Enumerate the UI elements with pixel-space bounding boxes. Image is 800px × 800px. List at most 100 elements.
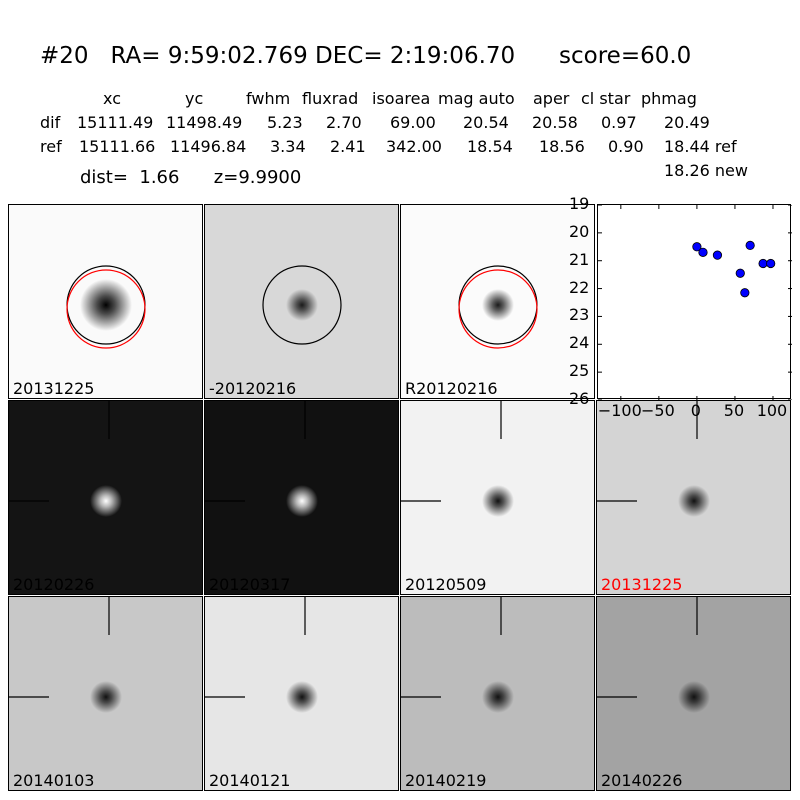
col-header-isoarea: isoarea: [372, 89, 431, 108]
source-blob: [286, 289, 318, 321]
y-tick-label: 26: [569, 389, 590, 408]
table-cell: 11498.49: [166, 113, 243, 132]
source-blob: [678, 485, 710, 517]
data-point: [692, 242, 702, 252]
col-header-yc: yc: [185, 89, 204, 108]
table-cell: 20.54: [463, 113, 509, 132]
new-phmag: 18.26 new: [664, 161, 748, 180]
table-cell: 342.00: [386, 137, 442, 156]
x-tick-label: −100: [597, 401, 642, 420]
table-cell: 2.70: [326, 113, 362, 132]
data-point: [735, 268, 745, 278]
y-tick-label: 19: [569, 194, 590, 213]
source-blob: [80, 279, 132, 331]
reference-circle: [458, 269, 538, 349]
reference-circle: [66, 269, 146, 349]
thumbnail-panel: -20120216: [204, 204, 399, 399]
panel-date-label: 20140103: [13, 771, 95, 790]
thumbnail-image: [401, 401, 514, 517]
data-point: [740, 288, 750, 298]
table-cell: 2.41: [330, 137, 366, 156]
thumbnail-image: [401, 597, 514, 713]
thumbnail-image: [205, 597, 318, 713]
source-blob: [482, 681, 514, 713]
table-cell: 18.44 ref: [664, 137, 737, 156]
source-blob: [482, 289, 514, 321]
table-cell: 69.00: [390, 113, 436, 132]
panel-date-label: 20140219: [405, 771, 487, 790]
table-cell: 11496.84: [170, 137, 247, 156]
y-tick-label: 20: [569, 221, 590, 241]
thumbnail-panel: 20140226: [596, 596, 791, 791]
y-tick-label: 21: [569, 249, 590, 269]
x-tick-label: 0: [690, 401, 701, 420]
thumbnail-panel: 20140219: [400, 596, 595, 791]
row-label: ref: [40, 137, 62, 156]
thumbnail-panel: 20120509: [400, 400, 595, 595]
x-tick-label: 100: [756, 401, 788, 420]
table-cell: 20.49: [664, 113, 710, 132]
thumbnail-image: [262, 265, 342, 345]
col-header-fwhm: fwhm: [246, 89, 291, 108]
thumbnail-image: [66, 265, 146, 349]
magnitude-scatter-plot: [597, 204, 792, 401]
col-header-fluxrad: fluxrad: [302, 89, 359, 108]
data-point: [698, 247, 708, 257]
dist-z-line: dist= 1.66 z=9.9900: [80, 167, 302, 188]
panel-date-label: 20120509: [405, 575, 487, 594]
table-cell: 18.56: [539, 137, 585, 156]
source-blob: [90, 681, 122, 713]
panel-date-label: R20120216: [405, 379, 498, 398]
col-header-xc: xc: [103, 89, 121, 108]
panel-date-label: -20120216: [209, 379, 297, 398]
y-tick-label: 24: [569, 333, 590, 353]
data-point: [766, 258, 776, 269]
thumbnail-panel: 20140121: [204, 596, 399, 791]
y-tick-label: 22: [569, 277, 590, 297]
col-header-phmag: phmag: [641, 89, 697, 108]
data-point: [745, 240, 755, 250]
panel-date-label: 20140121: [209, 771, 291, 790]
table-cell: 0.90: [608, 137, 644, 156]
scatter-plot-canvas: [598, 204, 792, 401]
thumbnail-panel: 20120317: [204, 400, 399, 595]
thumbnail-panel: 20131225: [596, 400, 791, 595]
thumbnail-image: [597, 597, 710, 713]
source-blob: [90, 485, 122, 517]
table-cell: 20.58: [532, 113, 578, 132]
source-blob: [286, 681, 318, 713]
y-tick-label: 23: [569, 305, 590, 325]
thumbnail-image: [9, 597, 122, 713]
table-cell: 5.23: [267, 113, 303, 132]
panel-date-label: 20131225: [601, 575, 683, 594]
panel-date-label: 20131225: [13, 379, 95, 398]
source-blob: [482, 485, 514, 517]
page-title: #20 RA= 9:59:02.769 DEC= 2:19:06.70 scor…: [40, 43, 692, 69]
thumbnail-image: [458, 265, 538, 349]
col-header-aper: aper: [533, 89, 570, 108]
col-header-cl-star: cl star: [581, 89, 631, 108]
x-tick-label: −50: [640, 401, 675, 420]
table-cell: 15111.66: [79, 137, 156, 156]
thumbnail-image: [9, 401, 122, 517]
thumbnail-panel: 20140103: [8, 596, 203, 791]
table-cell: 18.54: [467, 137, 513, 156]
table-cell: 3.34: [270, 137, 306, 156]
thumbnail-image: [597, 401, 710, 517]
panel-date-label: 20120317: [209, 575, 291, 594]
x-tick-label: 50: [723, 401, 745, 420]
aperture-circle: [262, 265, 342, 345]
thumbnail-panel: 20131225: [8, 204, 203, 399]
col-header-mag-auto: mag auto: [438, 89, 515, 108]
table-cell: 0.97: [601, 113, 637, 132]
table-cell: 15111.49: [77, 113, 154, 132]
panel-date-label: 20120226: [13, 575, 95, 594]
data-point: [758, 258, 768, 269]
source-blob: [678, 681, 710, 713]
panel-date-label: 20140226: [601, 771, 683, 790]
y-tick-label: 25: [569, 361, 590, 381]
thumbnail-panel: 20120226: [8, 400, 203, 595]
row-label: dif: [40, 113, 61, 132]
thumbnail-panel: R20120216: [400, 204, 595, 399]
thumbnail-image: [205, 401, 318, 517]
